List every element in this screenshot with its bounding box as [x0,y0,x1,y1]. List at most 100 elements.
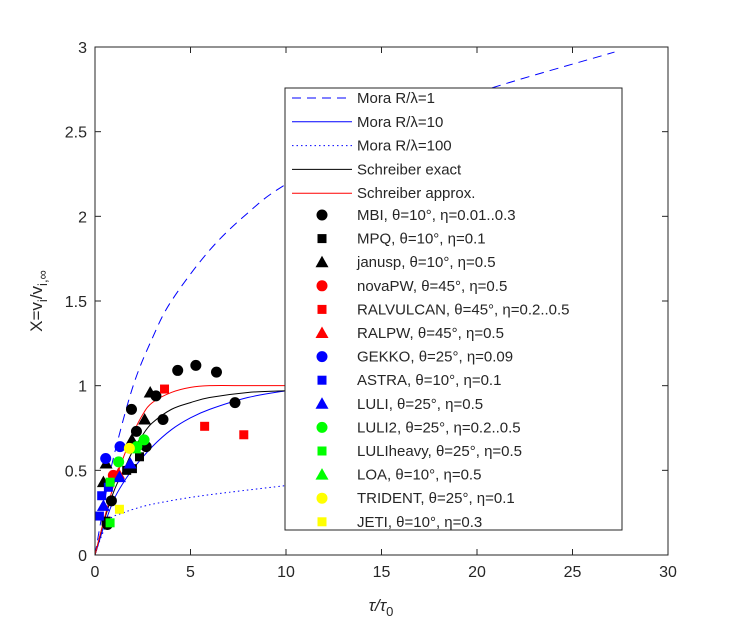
legend-series-name: ASTRA [357,372,407,389]
y-label-a: X=v [27,302,46,332]
legend-marker-circle-icon [316,421,328,433]
legend-entry-label: LULIheavy, θ=25°, η=0.5 [357,443,522,460]
x-tick-label: 5 [186,564,195,581]
legend-entry-label: MPQ, θ=10°, η=0.1 [357,231,486,248]
legend-entry-label: novaPW, θ=45°, η=0.5 [357,278,507,295]
y-label-s1: i [35,299,50,302]
legend-marker-square-icon [317,517,327,527]
legend-series-params: , θ=25°, η=0.2..0.5 [397,419,521,436]
x-tick-label: 10 [277,564,295,581]
legend-entry-label: Schreiber approx. [357,185,475,202]
point-janusp [143,385,157,398]
legend-entry-label: LULI2, θ=25°, η=0.2..0.5 [357,419,521,436]
legend-entry-label: Mora R/λ=100 [357,138,452,155]
point-luli [112,470,126,483]
point-mbi [210,366,222,378]
y-tick-label: 2.5 [65,125,87,142]
legend-entry-label: TRIDENT, θ=25°, η=0.1 [357,490,515,507]
legend-entry-label: Mora R/λ=10 [357,114,443,131]
legend-marker-circle-icon [316,209,328,221]
legend-series-params: , θ=25°, η=0.1 [420,490,514,507]
point-mbi [229,397,241,409]
legend-series-name: MBI [357,207,384,224]
legend-entry-label: MBI, θ=10°, η=0.01..0.3 [357,207,516,224]
legend-box [284,87,623,531]
legend-series-params: , θ=45°, η=0.5 [413,278,507,295]
legend-series-name: LULI2 [357,419,397,436]
legend-entry-label: GEKKO, θ=25°, η=0.09 [357,349,513,366]
point-mpq [122,465,132,475]
point-mbi [130,425,142,437]
legend-series-name: LOA [357,467,387,484]
data-points [94,359,249,531]
y-axis-label: X=vi/vi,∞ [27,270,50,332]
point-mbi [125,403,137,415]
legend-series-name: TRIDENT [357,490,422,507]
x-tick-label: 30 [659,564,677,581]
point-gekko [114,441,126,453]
x-tick-label: 25 [564,564,582,581]
point-astra [103,482,113,492]
point-mbi [190,359,202,371]
legend-marker-square-icon [317,446,327,456]
legend-entry-label: janusp, θ=10°, η=0.5 [356,254,496,271]
point-mbi [105,495,117,507]
legend-marker-triangle-icon [315,255,329,268]
point-janusp [138,413,152,425]
point-mbi [172,364,184,376]
point-astra [97,491,107,501]
legend-entry-label: ASTRA, θ=10°, η=0.1 [357,372,501,389]
y-tick-label: 2 [78,209,87,226]
y-label-b: /v [27,285,46,299]
legend-series-params: , θ=10°, η=0.3 [388,514,482,531]
point-mpq [127,464,137,474]
point-ralvulcan [160,384,170,394]
point-luliheavy [105,477,115,487]
point-gekko [100,452,112,464]
legend-series-params: , θ=25°, η=0.09 [410,349,513,366]
curve-schreiber-exact [94,390,287,556]
legend-series-name: LULIheavy [357,443,429,460]
x-tick-label: 0 [91,564,100,581]
legend-entry-label: RALVULCAN, θ=45°, η=0.2..0.5 [357,301,570,318]
legend: Mora R/λ=1 Mora R/λ=10 Mora R/λ=100 Schreib… [284,87,623,531]
legend-series-name: janusp [356,254,401,271]
legend-series-name: RALVULCAN [357,301,446,318]
legend-series-name: novaPW [357,278,415,295]
point-astra [94,511,104,521]
legend-series-name: GEKKO [357,349,410,366]
legend-marker-square-icon [317,304,327,314]
legend-series-params: , θ=25°, η=0.5 [389,396,483,413]
curve-mora-r-100 [94,485,287,556]
legend-series-params: , θ=10°, η=0.01..0.3 [384,207,516,224]
legend-marker-square-icon [317,234,327,244]
legend-series-params: , θ=10°, η=0.5 [401,254,495,271]
legend-series-name: LULI [357,396,389,413]
point-trident [123,442,135,454]
legend-series-name: JETI [357,514,388,531]
point-luli [96,499,110,511]
legend-entry-label: RALPW, θ=45°, η=0.5 [357,325,504,342]
legend-entry-label: LOA, θ=10°, η=0.5 [357,467,481,484]
legend-entry-label: Mora R/λ=1 [357,90,435,107]
point-luli2 [113,456,125,468]
point-luli2 [138,434,150,446]
x-label-main: τ/τ [369,596,388,615]
legend-series-params: , θ=10°, η=0.5 [387,467,481,484]
legend-marker-square-icon [317,375,327,385]
legend-marker-circle-icon [316,492,328,504]
ticks: 0 5 10 15 20 25 30 0 0.5 1 1.5 2 2.5 3 [65,40,677,581]
y-tick-label: 3 [78,40,87,57]
legend-marker-triangle-icon [315,468,329,480]
point-jeti [114,504,124,514]
legend-series-params: , θ=10°, η=0.1 [391,231,485,248]
legend-series-params: , θ=25°, η=0.5 [428,443,522,460]
legend-marker-triangle-icon [315,326,329,338]
point-ralvulcan [239,430,249,440]
legend-series-params: , θ=45°, η=0.2..0.5 [446,301,570,318]
point-mpq [135,452,145,462]
point-ralvulcan [200,421,210,431]
legend-marker-circle-icon [316,351,328,363]
